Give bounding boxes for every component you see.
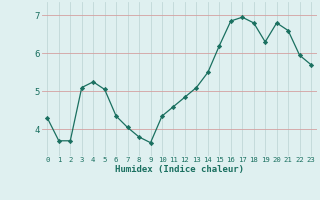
- X-axis label: Humidex (Indice chaleur): Humidex (Indice chaleur): [115, 165, 244, 174]
